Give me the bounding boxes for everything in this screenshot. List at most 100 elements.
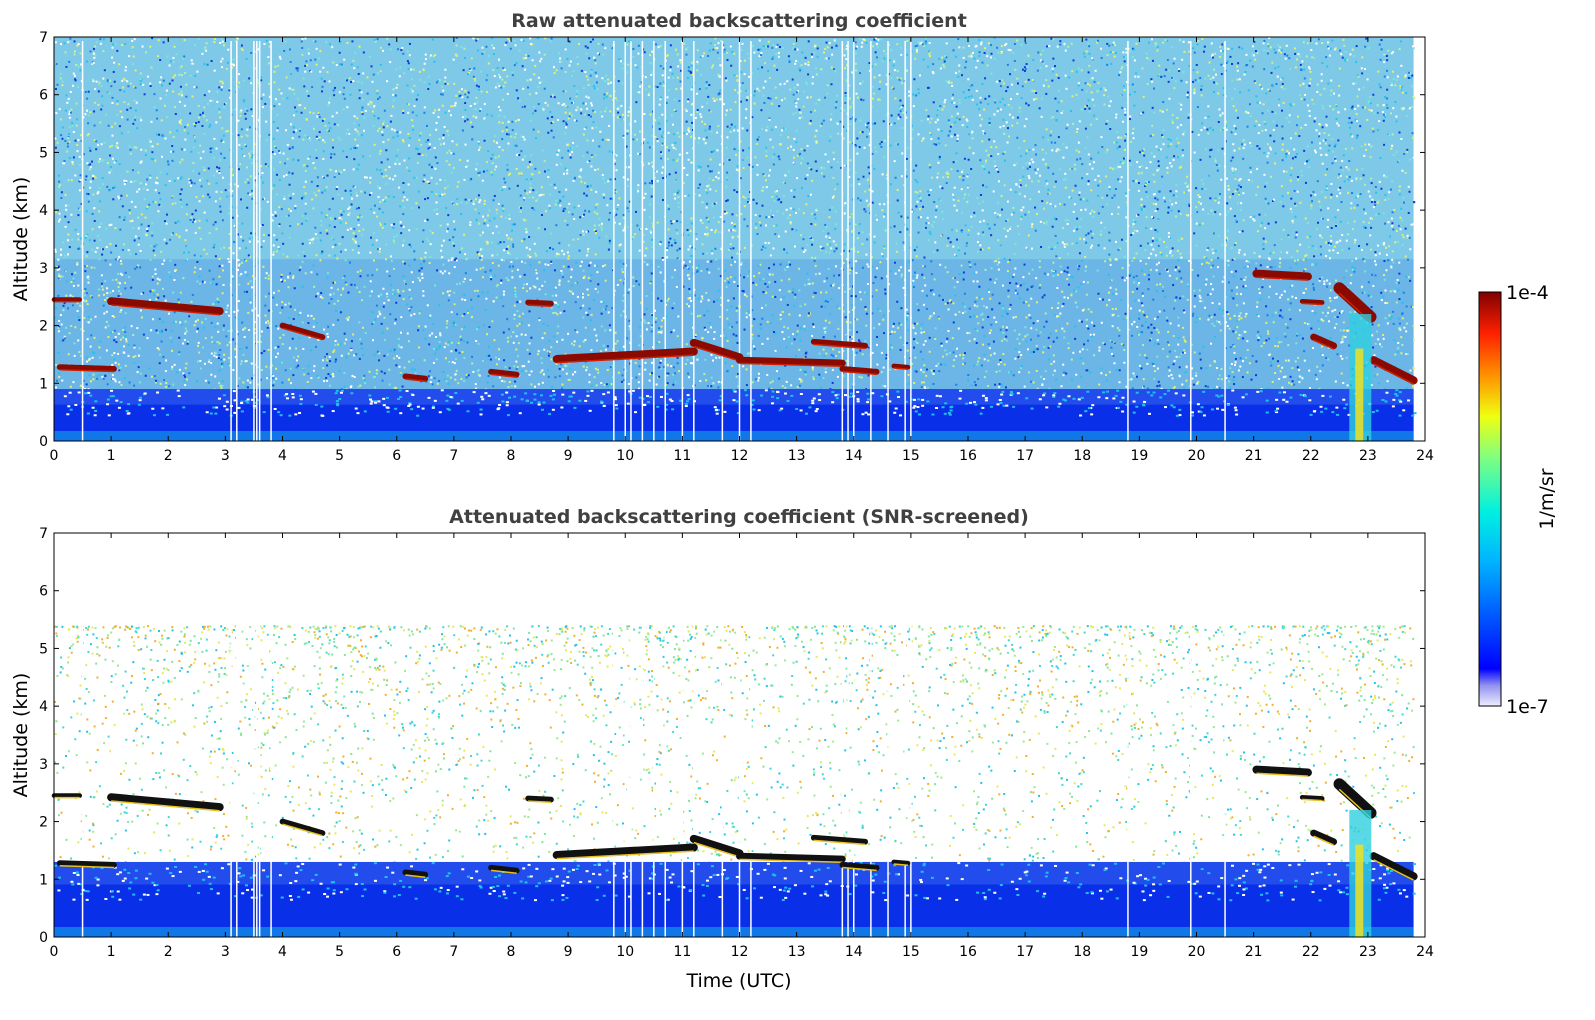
noise-pixel [304,272,307,275]
noise-pixel [679,59,682,62]
noise-pixel [590,68,593,71]
noise-pixel [536,198,539,201]
noise-pixel [1130,140,1133,143]
noise-pixel [1063,296,1066,299]
noise-pixel [61,126,64,129]
noise-pixel [741,290,744,293]
noise-pixel [439,178,442,181]
noise-pixel [522,87,525,90]
noise-pixel [667,76,670,79]
noise-pixel [171,159,174,162]
noise-pixel [407,340,410,343]
noise-pixel [607,218,610,221]
noise-pixel [259,340,262,343]
noise-pixel [1296,333,1299,336]
noise-pixel [341,236,344,239]
noise-pixel [1100,372,1103,375]
noise-pixel [179,177,182,180]
noise-pixel [1196,43,1199,46]
noise-pixel [703,326,706,329]
noise-pixel [135,146,138,149]
noise-pixel [1404,227,1407,230]
noise-pixel [1030,158,1033,161]
noise-pixel [202,150,205,153]
noise-pixel [966,174,969,177]
noise-pixel [384,196,387,199]
noise-pixel [550,122,553,125]
noise-pixel [1411,74,1414,77]
noise-pixel [518,99,521,102]
noise-pixel [1390,265,1393,268]
noise-pixel [273,153,276,156]
noise-pixel [205,252,208,255]
noise-pixel [1051,116,1054,119]
noise-pixel [1227,188,1230,191]
noise-pixel [1117,165,1120,168]
noise-pixel [223,246,226,249]
noise-pixel [717,42,720,45]
noise-pixel [1001,304,1004,307]
noise-pixel [435,358,438,361]
noise-pixel [490,171,493,174]
noise-pixel [120,262,123,265]
noise-pixel [337,319,340,322]
noise-pixel [1022,206,1025,209]
noise-pixel [928,53,931,56]
noise-pixel [1081,163,1084,166]
noise-pixel [706,191,709,194]
noise-pixel [268,95,271,98]
noise-pixel [584,71,587,74]
noise-pixel [1005,43,1008,46]
noise-pixel [298,129,301,132]
noise-pixel [1046,182,1049,185]
noise-pixel [246,274,249,277]
noise-pixel [822,119,825,122]
noise-pixel [1407,258,1410,261]
noise-pixel [1244,315,1247,318]
noise-pixel [983,376,986,379]
noise-pixel [1225,61,1228,64]
noise-pixel [1210,259,1213,262]
noise-pixel [863,291,866,294]
noise-pixel [544,210,547,213]
noise-pixel [1131,132,1134,135]
noise-pixel [246,386,249,389]
noise-pixel [669,44,672,47]
noise-pixel [163,220,166,223]
noise-pixel [1226,202,1229,205]
noise-pixel [112,43,115,46]
noise-pixel [850,184,853,187]
noise-pixel [410,68,413,71]
noise-pixel [717,221,720,224]
noise-pixel [915,205,918,208]
noise-pixel [586,107,589,110]
noise-pixel [816,47,819,50]
noise-pixel [829,135,832,138]
noise-pixel [1198,195,1201,198]
noise-pixel [1108,44,1111,47]
noise-pixel [1341,340,1344,343]
noise-pixel [1384,317,1387,320]
noise-pixel [180,65,183,68]
noise-pixel [1004,310,1007,313]
noise-pixel [215,190,218,193]
noise-pixel [677,157,680,160]
noise-pixel [159,198,162,201]
noise-pixel [121,248,124,251]
noise-pixel [170,349,173,352]
noise-pixel [698,183,701,186]
noise-pixel [1210,209,1213,212]
noise-pixel [1377,199,1380,202]
noise-pixel [789,207,792,210]
noise-pixel [204,46,207,49]
noise-pixel [289,272,292,275]
noise-pixel [1328,320,1331,323]
noise-pixel [445,322,448,325]
noise-pixel [593,228,596,231]
noise-pixel [205,49,208,52]
noise-pixel [62,304,65,307]
noise-pixel [1265,339,1268,342]
noise-pixel [671,144,674,147]
noise-pixel [173,45,176,48]
noise-pixel [737,372,740,375]
